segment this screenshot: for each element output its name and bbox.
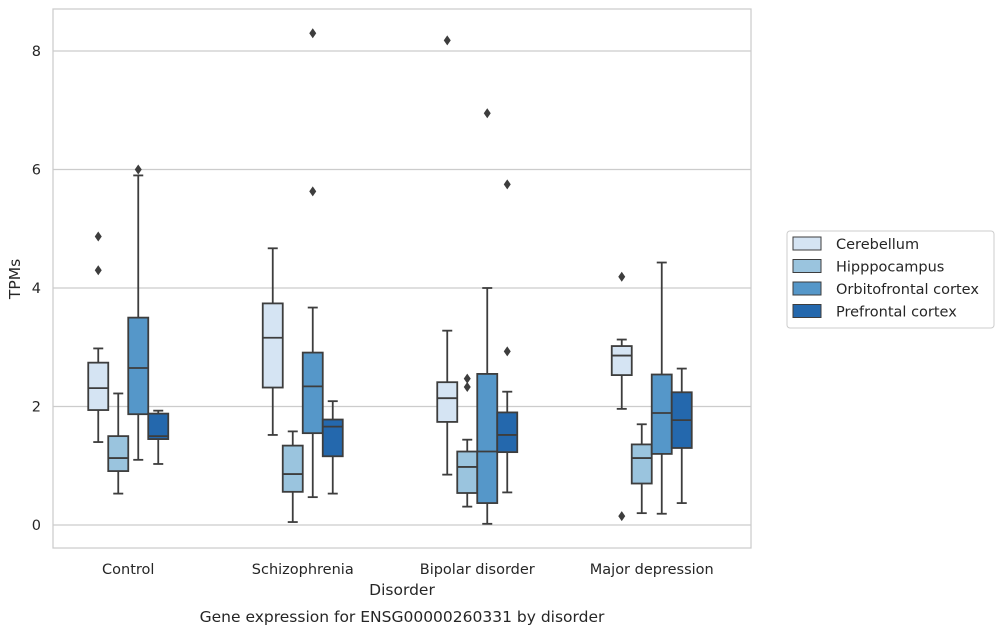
box-body [321,418,344,458]
box-cerebellum [261,247,284,436]
y-tick-label: 2 [32,400,41,416]
outlier-point [503,346,511,357]
box-cerebellum [436,35,459,476]
y-tick-label: 6 [32,163,41,179]
box-body [436,381,459,423]
box-hipppocampus [456,373,479,508]
box-body [107,435,130,472]
outlier-point [483,108,491,119]
plot-frame [52,8,752,549]
box-body [281,444,304,493]
box-body [456,450,479,494]
y-tick-label: 8 [32,44,41,60]
box-orbitofrontal-cortex [476,108,499,525]
box-body [87,361,110,411]
legend-frame [786,230,995,329]
outlier-point [503,179,511,190]
box-orbitofrontal-cortex [301,28,324,499]
legend: Cerebellum Hipppocampus Orbitofrontal cort… [786,230,995,329]
y-axis-label: TPMs [6,259,24,300]
box-body [476,373,499,504]
legend-swatch [792,281,822,296]
y-tick-label: 0 [32,518,41,534]
box-prefrontal-cortex [496,179,519,494]
box-cerebellum [87,231,110,443]
box-orbitofrontal-cortex [127,164,150,461]
box-body [127,316,150,416]
box-body [610,345,633,376]
chart-caption: Gene expression for ENSG00000260331 by d… [200,608,605,626]
outlier-point [618,271,626,282]
box-prefrontal-cortex [670,367,693,504]
box-body [630,443,653,485]
y-tick-labels: 0 2 4 6 8 [32,44,41,534]
outlier-point [134,164,142,175]
legend-label: Cerebellum [836,237,919,253]
x-tick-label: Bipolar disorder [420,562,535,578]
box-body [147,412,170,440]
x-tick-label: Major depression [590,562,714,578]
outlier-point [309,186,317,197]
box-hipppocampus [107,392,130,495]
legend-label: Hipppocampus [836,260,944,276]
x-tick-labels: Control Schizophrenia Bipolar disorder Majo… [102,562,714,578]
box-prefrontal-cortex [147,409,170,465]
legend-swatch [792,236,822,251]
legend-label: Prefrontal cortex [836,305,957,321]
gridlines [53,50,751,526]
box-body [496,411,519,454]
outlier-point [618,511,626,522]
x-tick-label: Control [102,562,154,578]
legend-swatch [792,259,822,273]
box-body [261,302,284,389]
x-axis-label: Disorder [369,581,435,599]
outlier-point [94,231,102,242]
box-hipppocampus [281,430,304,523]
x-tick-label: Schizophrenia [252,562,354,578]
outlier-point [309,28,317,39]
outlier-point [443,35,451,46]
y-tick-label: 4 [32,281,41,297]
legend-label: Orbitofrontal cortex [836,282,979,298]
box-body [301,351,324,435]
box-hipppocampus [630,423,653,515]
box-body [650,373,673,455]
outlier-point [94,265,102,276]
box-cerebellum [610,271,633,522]
box-prefrontal-cortex [321,400,344,495]
outlier-point [463,381,471,392]
outlier-point [463,373,471,384]
box-layer [87,28,693,525]
legend-swatch [792,304,822,318]
box-orbitofrontal-cortex [650,261,673,515]
